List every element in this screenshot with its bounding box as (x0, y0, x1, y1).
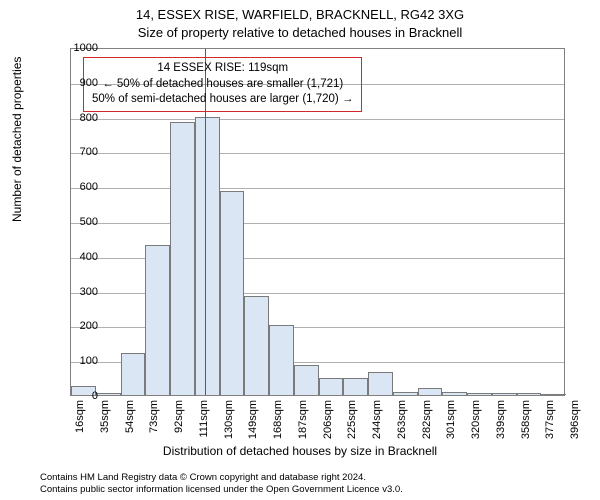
histogram-bar (121, 353, 146, 395)
x-tick-label: 54sqm (124, 400, 136, 433)
histogram-bar (244, 296, 269, 395)
y-tick-label: 1000 (58, 42, 98, 54)
x-tick-label: 396sqm (569, 400, 581, 439)
annotation-line: 50% of semi-detached houses are larger (… (92, 92, 353, 108)
histogram-bar (195, 117, 220, 395)
x-tick-label: 377sqm (544, 400, 556, 439)
annotation-box: 14 ESSEX RISE: 119sqm← 50% of detached h… (83, 57, 362, 112)
chart-plot-area: 14 ESSEX RISE: 119sqm← 50% of detached h… (70, 48, 565, 396)
histogram-bar (220, 191, 245, 395)
x-tick-label: 187sqm (297, 400, 309, 439)
footer-line-1: Contains HM Land Registry data © Crown c… (40, 472, 403, 484)
y-axis-label: Number of detached properties (10, 57, 24, 222)
histogram-bar (467, 393, 492, 395)
chart-title-block: 14, ESSEX RISE, WARFIELD, BRACKNELL, RG4… (0, 0, 600, 41)
histogram-bar (418, 388, 443, 395)
x-tick-label: 263sqm (396, 400, 408, 439)
grid-line (71, 223, 564, 224)
histogram-bar (96, 393, 121, 395)
grid-line (71, 153, 564, 154)
x-tick-label: 92sqm (173, 400, 185, 433)
y-tick-label: 300 (58, 286, 98, 298)
grid-line (71, 188, 564, 189)
x-tick-label: 301sqm (445, 400, 457, 439)
annotation-line: ← 50% of detached houses are smaller (1,… (92, 77, 353, 93)
y-tick-label: 900 (58, 77, 98, 89)
histogram-bar (294, 365, 319, 395)
x-tick-label: 244sqm (371, 400, 383, 439)
y-tick-label: 200 (58, 320, 98, 332)
x-tick-label: 73sqm (148, 400, 160, 433)
histogram-bar (269, 325, 294, 395)
histogram-bar (170, 122, 195, 395)
grid-line (71, 119, 564, 120)
histogram-bar (393, 392, 418, 395)
title-line-1: 14, ESSEX RISE, WARFIELD, BRACKNELL, RG4… (0, 6, 600, 24)
histogram-bar (145, 245, 170, 395)
histogram-bar (541, 394, 566, 395)
x-tick-label: 358sqm (520, 400, 532, 439)
y-tick-label: 100 (58, 355, 98, 367)
histogram-bar (442, 392, 467, 395)
x-tick-label: 130sqm (223, 400, 235, 439)
histogram-bar (319, 378, 344, 395)
y-tick-label: 800 (58, 112, 98, 124)
footer-line-2: Contains public sector information licen… (40, 484, 403, 496)
x-tick-label: 168sqm (272, 400, 284, 439)
x-tick-label: 149sqm (247, 400, 259, 439)
annotation-line: 14 ESSEX RISE: 119sqm (92, 61, 353, 77)
x-tick-label: 339sqm (495, 400, 507, 439)
y-tick-label: 600 (58, 181, 98, 193)
x-tick-label: 206sqm (322, 400, 334, 439)
y-tick-label: 500 (58, 216, 98, 228)
x-tick-label: 16sqm (74, 400, 86, 433)
x-tick-label: 35sqm (99, 400, 111, 433)
histogram-bar (368, 372, 393, 395)
histogram-bar (492, 393, 517, 395)
y-tick-label: 400 (58, 251, 98, 263)
footer-attribution: Contains HM Land Registry data © Crown c… (40, 472, 403, 496)
x-tick-label: 111sqm (198, 400, 210, 438)
y-tick-label: 700 (58, 146, 98, 158)
title-line-2: Size of property relative to detached ho… (0, 24, 600, 42)
histogram-bar (343, 378, 368, 395)
x-tick-label: 225sqm (346, 400, 358, 439)
histogram-bar (517, 393, 542, 395)
x-axis-label: Distribution of detached houses by size … (0, 444, 600, 458)
x-tick-label: 282sqm (421, 400, 433, 439)
x-tick-label: 320sqm (470, 400, 482, 439)
